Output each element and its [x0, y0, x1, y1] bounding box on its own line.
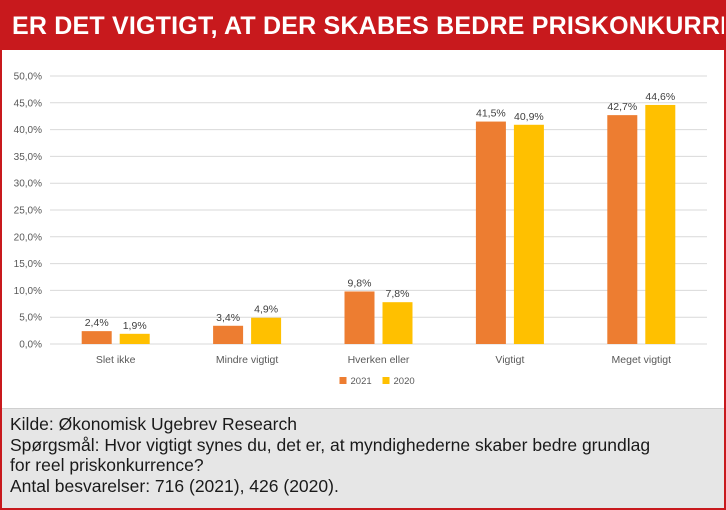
- data-label: 1,9%: [123, 320, 147, 332]
- bar-2021: [213, 325, 244, 344]
- bar-2020: [119, 333, 150, 344]
- y-tick-label: 45,0%: [14, 98, 42, 109]
- bar-2020: [645, 104, 676, 344]
- data-label: 44,6%: [645, 91, 675, 103]
- bar-2020: [382, 302, 413, 344]
- data-label: 42,7%: [607, 101, 637, 113]
- legend-swatch-2021: [339, 377, 347, 384]
- y-tick-label: 25,0%: [14, 206, 42, 217]
- legend-swatch-2020: [382, 377, 390, 384]
- bar-2020: [513, 124, 544, 344]
- y-tick-label: 10,0%: [14, 286, 42, 297]
- source-text: Kilde: Økonomisk Ugebrev Research: [10, 414, 297, 434]
- question-text-line1: Spørgsmål: Hvor vigtigt synes du, det er…: [10, 434, 651, 455]
- y-tick-label: 40,0%: [14, 125, 42, 136]
- y-tick-label: 35,0%: [14, 152, 42, 163]
- y-tick-label: 5,0%: [19, 313, 42, 324]
- bar-2021: [344, 291, 375, 344]
- y-tick-label: 50,0%: [14, 72, 42, 83]
- chart-footer: Kilde: Økonomisk Ugebrev Research Spørgs…: [2, 408, 724, 508]
- y-tick-label: 0,0%: [19, 340, 42, 351]
- data-label: 4,9%: [254, 304, 278, 316]
- x-tick-label: Slet ikke: [96, 354, 136, 366]
- legend-label: 2020: [394, 376, 415, 387]
- data-label: 3,4%: [216, 312, 240, 324]
- legend-label: 2021: [351, 376, 372, 387]
- chart-title: ER DET VIGTIGT, AT DER SKABES BEDRE PRIS…: [2, 2, 724, 50]
- x-tick-label: Hverken eller: [348, 354, 410, 366]
- y-tick-label: 20,0%: [14, 232, 42, 243]
- bar-2021: [81, 331, 112, 344]
- responses-text: Antal besvarelser: 716 (2021), 426 (2020…: [10, 475, 339, 496]
- bar-chart: 0,0% 5,0% 10,0% 15,0% 20,0% 25,0% 30,0% 35,0% 40…: [14, 72, 707, 387]
- bar-2020: [251, 317, 282, 344]
- data-label: 9,8%: [348, 277, 372, 289]
- question-text-line2: for reel priskonkurrence?: [10, 455, 204, 475]
- data-label: 2,4%: [85, 317, 109, 329]
- bar-2021: [607, 115, 638, 345]
- data-label: 40,9%: [514, 111, 544, 123]
- x-tick-label: Vigtigt: [495, 354, 524, 366]
- y-tick-label: 15,0%: [14, 259, 42, 270]
- bar-2021: [475, 121, 506, 344]
- y-tick-label: 30,0%: [14, 179, 42, 190]
- x-tick-label: Mindre vigtigt: [216, 354, 279, 366]
- data-label: 7,8%: [386, 288, 410, 300]
- data-label: 41,5%: [476, 108, 506, 120]
- x-tick-label: Meget vigtigt: [612, 354, 672, 366]
